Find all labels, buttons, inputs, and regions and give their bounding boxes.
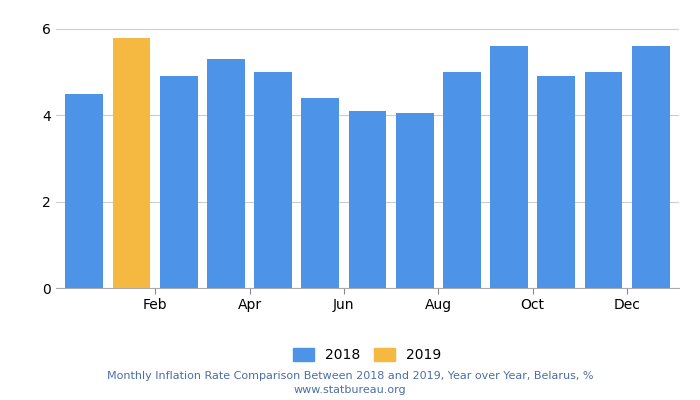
Bar	[65, 94, 103, 288]
Bar	[160, 76, 197, 288]
Bar	[490, 46, 528, 288]
Bar	[538, 76, 575, 288]
Bar	[207, 59, 245, 288]
Bar	[302, 98, 340, 288]
Bar	[113, 38, 150, 288]
Bar	[395, 113, 433, 288]
Legend: 2018, 2019: 2018, 2019	[286, 341, 449, 369]
Bar	[349, 111, 386, 288]
Bar	[443, 72, 481, 288]
Bar	[254, 72, 292, 288]
Bar	[584, 72, 622, 288]
Text: www.statbureau.org: www.statbureau.org	[294, 385, 406, 395]
Text: Monthly Inflation Rate Comparison Between 2018 and 2019, Year over Year, Belarus: Monthly Inflation Rate Comparison Betwee…	[106, 371, 594, 381]
Bar	[632, 46, 670, 288]
